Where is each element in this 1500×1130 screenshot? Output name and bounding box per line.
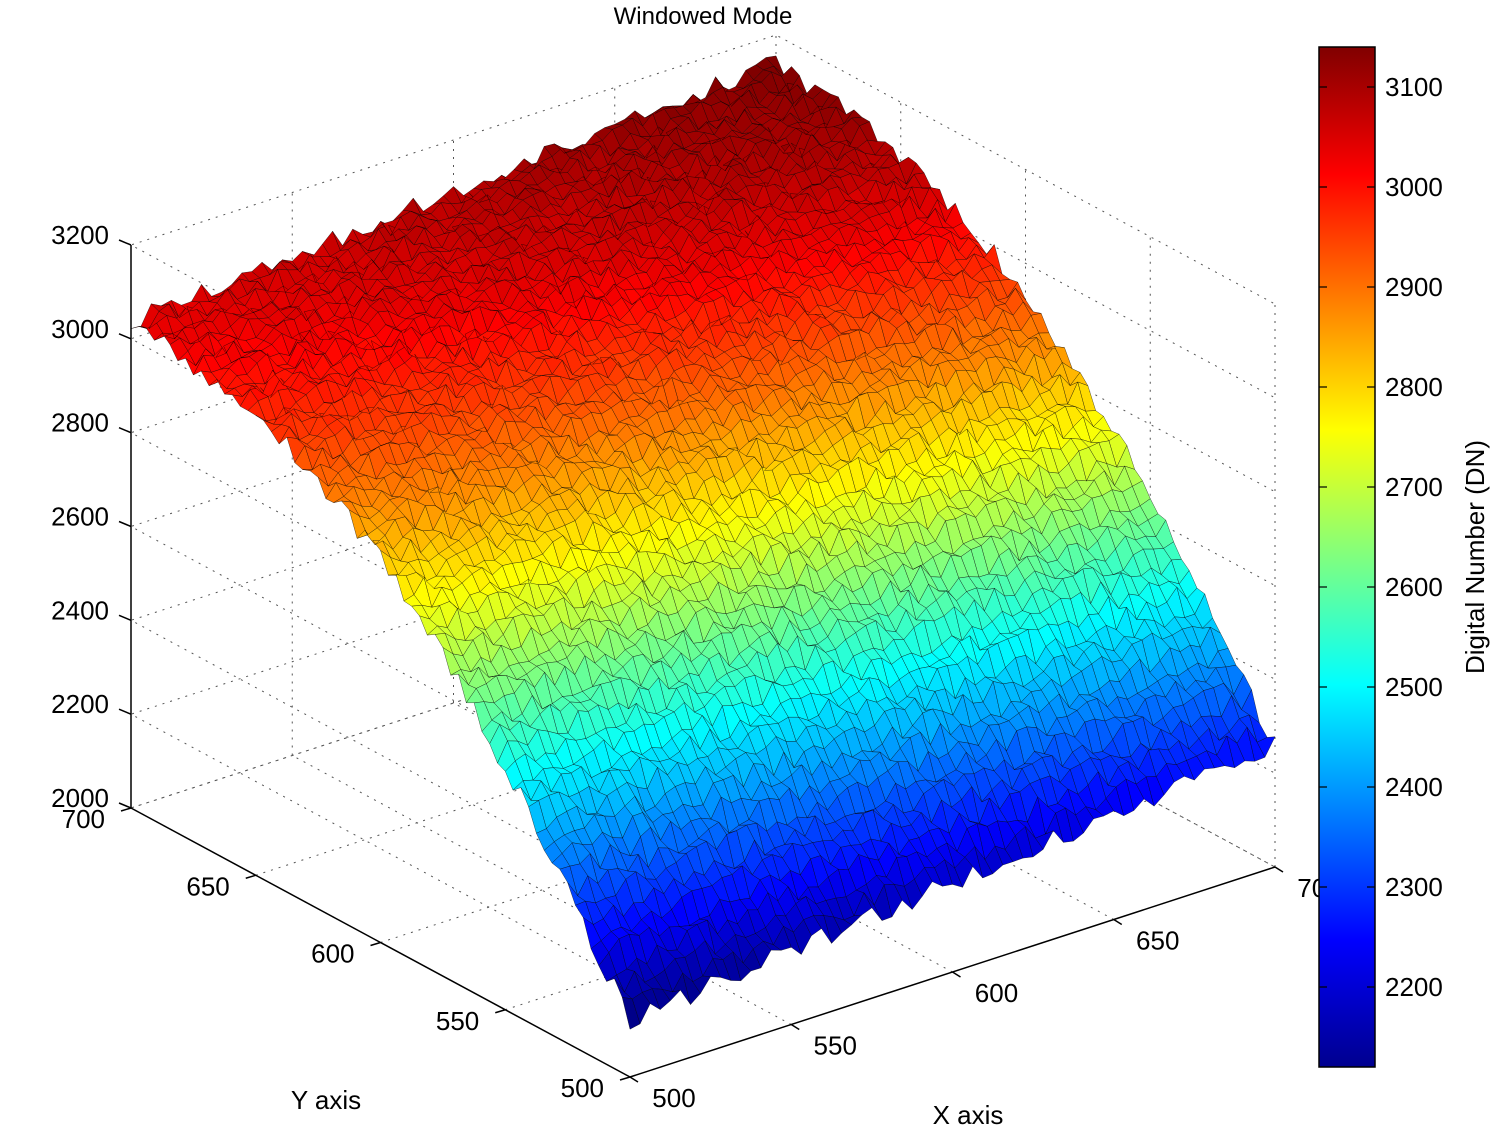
z-tick-label: 2400 bbox=[51, 595, 109, 625]
y-tick-label: 500 bbox=[561, 1073, 604, 1103]
y-tick-mark bbox=[495, 1009, 506, 1014]
colorbar-tick-label: 2300 bbox=[1385, 872, 1443, 902]
y-tick-mark bbox=[370, 941, 381, 947]
colorbar-tick-label: 2700 bbox=[1385, 472, 1443, 502]
y-tick-label: 600 bbox=[311, 939, 354, 969]
z-tick-mark bbox=[118, 426, 132, 434]
colorbar-tick-label: 3000 bbox=[1385, 172, 1443, 202]
y-tick-label: 650 bbox=[186, 871, 229, 901]
z-tick-label: 2200 bbox=[51, 689, 109, 719]
x-tick-label: 550 bbox=[814, 1031, 857, 1061]
z-tick-label: 3200 bbox=[51, 220, 109, 250]
x-axis-label: X axis bbox=[933, 1100, 1004, 1130]
colorbar: 2200 2300 2400 2500 2600 2700 2800 2900 3000 3100… bbox=[1318, 46, 1490, 1068]
colorbar-tick-label: 2500 bbox=[1385, 672, 1443, 702]
x-tick-mark bbox=[629, 1076, 639, 1083]
chart-title: Windowed Mode bbox=[614, 3, 793, 30]
grid-line-x-floor bbox=[292, 755, 792, 1025]
z-tick-label: 3000 bbox=[51, 314, 109, 344]
x-tick-label: 500 bbox=[652, 1083, 695, 1113]
z-tick-label: 2800 bbox=[51, 408, 109, 438]
z-tick-mark bbox=[118, 802, 132, 809]
colorbar-tick-label: 2400 bbox=[1385, 772, 1443, 802]
grid-line-y-floor bbox=[130, 597, 777, 809]
grid-line-z bbox=[129, 34, 1276, 515]
colorbar-tick-label: 2800 bbox=[1385, 372, 1443, 402]
y-tick-mark bbox=[120, 807, 132, 812]
y-tick-label: 550 bbox=[436, 1006, 479, 1036]
colorbar-gradient bbox=[1318, 46, 1376, 1068]
grid-line-y-floor bbox=[380, 732, 1026, 943]
y-tick-mark bbox=[245, 874, 256, 879]
x-tick-label: 650 bbox=[1136, 926, 1179, 956]
grid-line-y-floor bbox=[255, 664, 901, 876]
colorbar-tick-label: 2200 bbox=[1385, 972, 1443, 1002]
z-tick-mark bbox=[118, 708, 132, 715]
z-tick-mark bbox=[118, 239, 132, 246]
x-tick-mark bbox=[952, 971, 961, 978]
x-tick-mark bbox=[790, 1023, 800, 1031]
grid-line-z bbox=[129, 128, 1276, 609]
surface-mesh bbox=[130, 55, 1276, 1030]
z-tick-mark bbox=[118, 520, 132, 528]
x-tick-mark bbox=[1274, 866, 1284, 873]
colorbar-tick-label: 3100 bbox=[1385, 72, 1443, 102]
z-tick-label: 2000 bbox=[51, 783, 109, 813]
colorbar-tick-label: 2600 bbox=[1385, 572, 1443, 602]
colorbar-tick-label: 2900 bbox=[1385, 272, 1443, 302]
z-tick-label: 2600 bbox=[51, 502, 109, 532]
x-tick-label: 600 bbox=[975, 978, 1018, 1008]
colorbar-label: Digital Number (DN) bbox=[1460, 440, 1490, 674]
z-tick-mark bbox=[118, 333, 132, 340]
y-tick-mark bbox=[619, 1076, 631, 1081]
x-tick-mark bbox=[1113, 918, 1123, 926]
z-tick-mark bbox=[118, 614, 132, 622]
y-axis-label: Y axis bbox=[291, 1085, 361, 1115]
